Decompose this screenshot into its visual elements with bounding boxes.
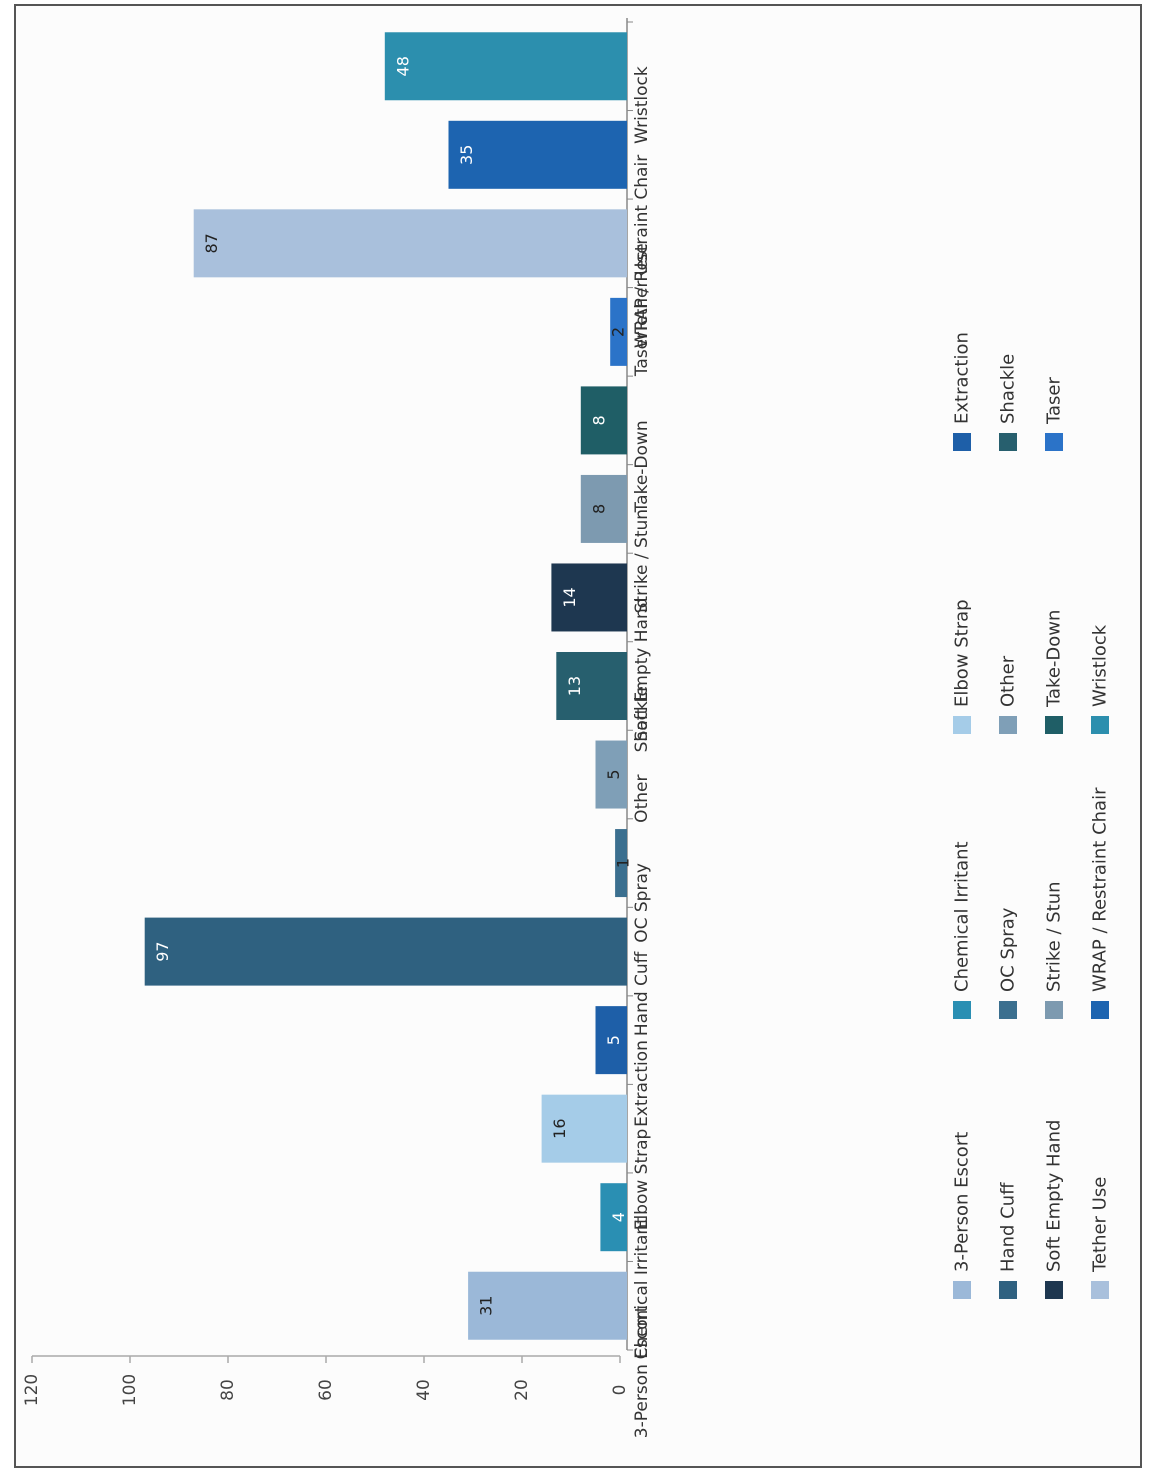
bar-shackle xyxy=(556,652,627,720)
category-label: Tether Use xyxy=(632,243,652,334)
legend-swatch xyxy=(953,433,971,451)
legend-label: Hand Cuff xyxy=(998,1182,1019,1272)
value-tick-label: 20 xyxy=(512,1379,532,1401)
category-label: Wristlock xyxy=(632,66,652,144)
bar-elbow-strap xyxy=(541,1094,627,1163)
legend-swatch xyxy=(999,1001,1017,1019)
legend-label: Wristlock xyxy=(1090,624,1111,707)
data-label: 97 xyxy=(153,941,172,961)
legend-label: Other xyxy=(998,655,1019,707)
legend-label: Strike / Stun xyxy=(1044,881,1065,992)
category-label: Extraction xyxy=(632,1040,652,1127)
data-label: 48 xyxy=(393,56,412,76)
legend-label: Extraction xyxy=(952,332,973,424)
data-label: 87 xyxy=(202,233,221,253)
legend-swatch xyxy=(1045,433,1063,451)
bar-tether-use xyxy=(193,209,627,278)
legend-swatch xyxy=(1091,1001,1109,1019)
bar-chemical-irritant xyxy=(600,1183,627,1252)
bar-soft-empty-hand xyxy=(551,563,627,632)
category-label: Elbow Strap xyxy=(632,1129,652,1231)
legend-swatch xyxy=(1045,716,1063,734)
category-label: 3-Person Escort xyxy=(632,1305,652,1438)
bar-strike-stun xyxy=(580,474,627,543)
category-label: Chemical Irritant xyxy=(632,1217,652,1360)
legend-label: Shackle xyxy=(998,354,1019,424)
legend-label: OC Spray xyxy=(998,907,1019,992)
bar-other xyxy=(595,740,627,809)
bar-hand-cuff xyxy=(144,917,627,986)
bar-wristlock xyxy=(384,32,627,101)
legend-swatch xyxy=(953,716,971,734)
bar-oc-spray xyxy=(615,829,627,898)
legend-label: Chemical Irritant xyxy=(952,841,973,992)
bar-taser xyxy=(610,297,627,366)
legend-swatch xyxy=(953,1281,971,1299)
category-label: Strike / Stun xyxy=(632,509,652,613)
data-label: 4 xyxy=(609,1212,628,1222)
data-label: 16 xyxy=(550,1118,569,1138)
category-label: WRAP / Restraint Chair xyxy=(632,155,652,348)
data-label: 8 xyxy=(589,504,608,514)
category-label: Hand Cuff xyxy=(632,950,652,1036)
legend: 3-Person Escort Hand Cuff Soft Empty Hand T… xyxy=(952,332,1111,1299)
data-label: 35 xyxy=(457,145,476,165)
value-tick-label: 100 xyxy=(120,1374,140,1406)
legend-swatch xyxy=(999,716,1017,734)
value-tick-label: 0 xyxy=(610,1385,630,1396)
legend-label: Elbow Strap xyxy=(952,599,973,707)
data-label: 13 xyxy=(565,676,584,696)
legend-swatch xyxy=(999,433,1017,451)
data-label: 5 xyxy=(604,1035,623,1045)
value-tick-label: 80 xyxy=(218,1379,238,1401)
legend-label: Tether Use xyxy=(1090,1177,1111,1273)
legend-label: 3-Person Escort xyxy=(952,1132,973,1272)
legend-swatch xyxy=(953,1001,971,1019)
legend-swatch xyxy=(1091,716,1109,734)
legend-swatch xyxy=(1045,1001,1063,1019)
data-label: 14 xyxy=(560,587,579,607)
data-label: 1 xyxy=(614,858,633,868)
value-tick-label: 60 xyxy=(316,1379,336,1401)
bar-extraction xyxy=(595,1006,627,1075)
data-label: 31 xyxy=(477,1296,496,1316)
legend-swatch xyxy=(1045,1281,1063,1299)
legend-swatch xyxy=(999,1281,1017,1299)
legend-label: Take-Down xyxy=(1044,610,1065,708)
category-label: Shackle xyxy=(632,686,652,752)
bar-wrap-restraint-chair xyxy=(448,120,627,189)
data-label: 8 xyxy=(589,415,608,425)
category-label: Take-Down xyxy=(632,420,652,513)
bar-take-down xyxy=(580,386,627,455)
category-label: Other xyxy=(632,775,652,823)
category-label: Soft Empty Hand xyxy=(632,597,652,741)
data-label: 5 xyxy=(604,769,623,779)
bar-series: 31 4 16 5 97 1 5 13 14 8 8 2 87 35 48 xyxy=(144,32,633,1340)
value-tick-label: 120 xyxy=(22,1374,42,1406)
bar-3-person-escort xyxy=(468,1271,627,1340)
legend-label: Taser xyxy=(1044,377,1065,425)
category-label: Taser xyxy=(632,332,652,377)
value-tick-label: 40 xyxy=(414,1379,434,1401)
data-label: 2 xyxy=(609,327,628,337)
legend-label: Soft Empty Hand xyxy=(1044,1120,1065,1272)
legend-swatch xyxy=(1091,1281,1109,1299)
category-label: OC Spray xyxy=(632,863,652,943)
legend-label: WRAP / Restraint Chair xyxy=(1090,787,1111,992)
